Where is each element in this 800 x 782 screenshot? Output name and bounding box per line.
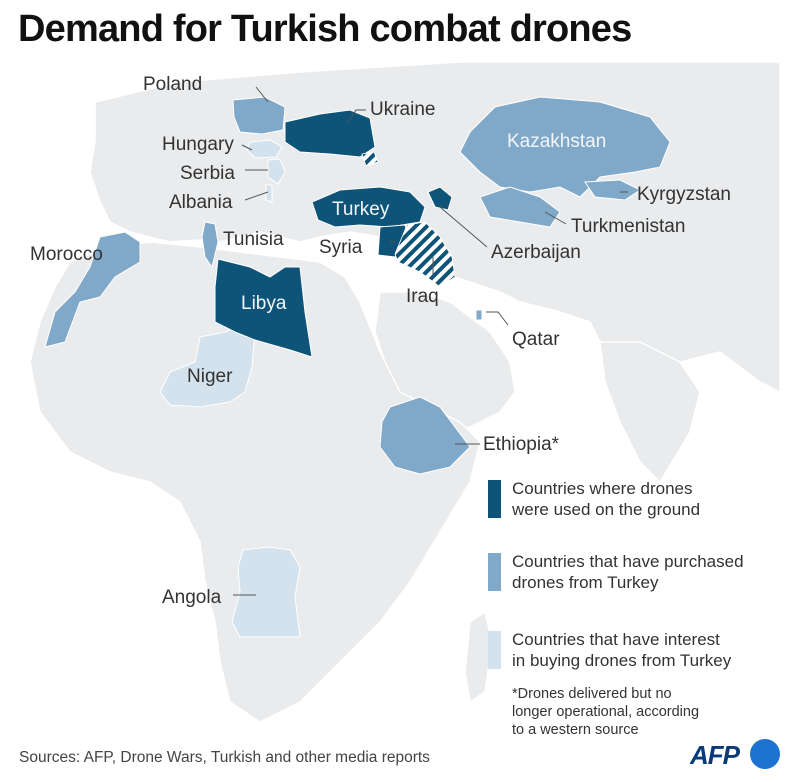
iraq-shape	[394, 221, 456, 288]
label-iraq: Iraq	[406, 286, 439, 307]
turkey-shape	[311, 186, 426, 228]
legend-item-purchased: Countries that have purchased drones fro…	[488, 551, 788, 595]
legend-item-interest: Countries that have interest in buying d…	[488, 629, 788, 673]
kyrgyzstan-shape	[584, 179, 641, 201]
label-qatar: Qatar	[512, 329, 560, 350]
albania-shape	[265, 183, 273, 203]
azerbaijan-shape	[427, 186, 453, 211]
qatar-shape	[475, 309, 483, 321]
used-countries	[214, 109, 453, 358]
legend-swatch-purchased	[488, 553, 501, 591]
hatched-areas	[361, 151, 456, 288]
label-libya: Libya	[241, 293, 287, 314]
base-land	[29, 62, 781, 723]
afp-logo-text: AFP	[690, 740, 740, 770]
sources: Sources: AFP, Drone Wars, Turkish and ot…	[19, 749, 430, 766]
legend-label-interest: Countries that have interest in buying d…	[512, 630, 732, 670]
afp-logo: AFP	[690, 738, 785, 772]
turkmenistan-shape	[479, 186, 561, 228]
label-ukraine: Ukraine	[370, 99, 435, 120]
label-tunisia: Tunisia	[223, 229, 284, 250]
label-syria: Syria	[319, 237, 363, 258]
libya-shape	[214, 258, 313, 358]
label-albania: Albania	[169, 192, 233, 213]
label-morocco: Morocco	[30, 244, 103, 265]
legend-item-used: Countries where drones were used on the …	[488, 478, 788, 522]
label-serbia: Serbia	[180, 163, 235, 184]
legend-label-purchased: Countries that have purchased drones fro…	[512, 552, 744, 592]
legend-swatch-used	[488, 480, 501, 518]
label-kyrgyzstan: Kyrgyzstan	[637, 184, 731, 205]
map-canvas: Turkey Libya Kazakhstan Niger Poland Ukr…	[29, 62, 781, 723]
ethiopia-shape	[379, 396, 471, 475]
footnote: *Drones delivered but no longer operatio…	[512, 686, 700, 738]
label-hungary: Hungary	[162, 134, 234, 155]
legend-swatch-interest	[488, 631, 501, 669]
page-title: Demand for Turkish combat drones	[18, 8, 632, 50]
poland-shape	[232, 96, 286, 135]
afp-logo-dot-icon	[750, 739, 780, 769]
label-kazakhstan: Kazakhstan	[507, 131, 606, 152]
hungary-shape	[246, 139, 283, 159]
label-turkmenistan: Turkmenistan	[571, 216, 685, 237]
leader-lines	[233, 86, 628, 596]
label-niger: Niger	[187, 366, 233, 387]
label-azerbaijan: Azerbaijan	[491, 242, 581, 263]
map: Turkey Libya Kazakhstan Niger Poland Ukr…	[0, 62, 800, 782]
morocco-shape	[44, 231, 141, 348]
serbia-shape	[267, 158, 286, 185]
angola-shape	[231, 546, 301, 638]
ukraine-shape	[284, 109, 376, 158]
purchased-countries	[44, 96, 671, 475]
label-ethiopia: Ethiopia*	[483, 434, 560, 455]
legend-label-used: Countries where drones were used on the …	[512, 479, 701, 519]
crimea-shape	[361, 151, 379, 167]
label-turkey: Turkey	[332, 199, 390, 220]
label-poland: Poland	[143, 74, 202, 95]
tunisia-shape	[201, 221, 219, 269]
interest-countries	[159, 139, 301, 638]
label-angola: Angola	[162, 587, 222, 608]
